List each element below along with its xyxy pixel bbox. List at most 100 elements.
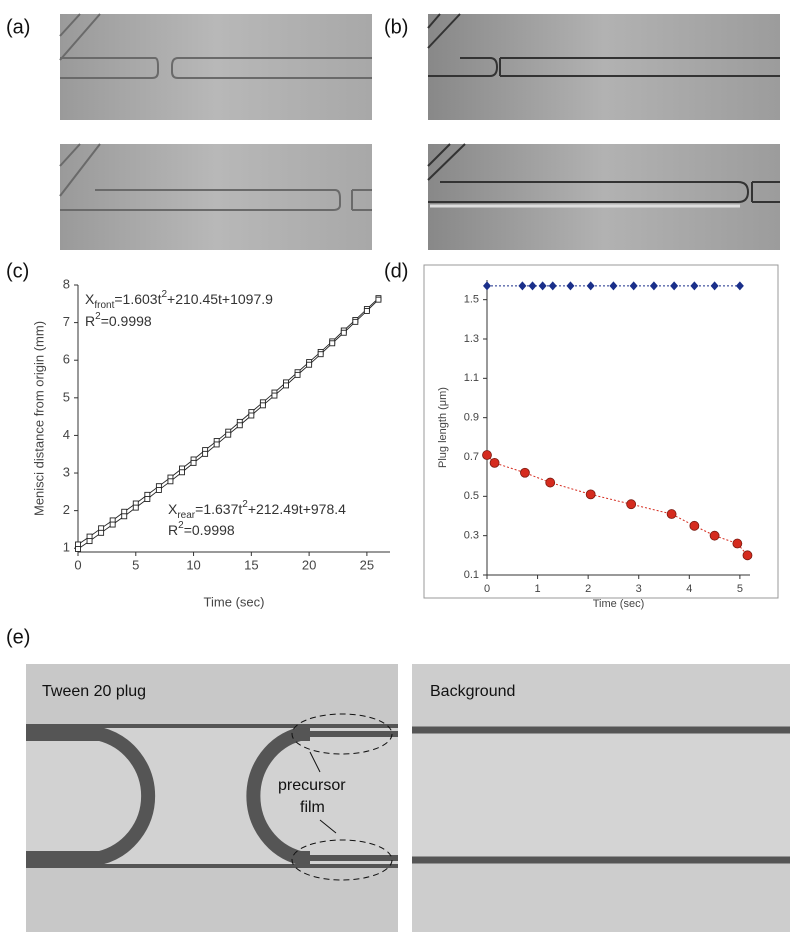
x-tick-label: 15 — [244, 557, 258, 572]
marker — [340, 329, 347, 336]
marker — [670, 281, 679, 291]
marker — [375, 296, 382, 303]
marker — [742, 550, 753, 561]
marker — [363, 307, 370, 314]
x-tick-label: 0 — [74, 557, 81, 572]
y-tick-label: 0.9 — [464, 412, 479, 424]
marker — [709, 530, 720, 541]
equation-part: 2 — [178, 520, 184, 531]
marker — [649, 281, 658, 291]
equation: Xrear=1.637t2+212.49t+978.4 — [168, 499, 346, 521]
equation-part: =0.9998 — [184, 522, 235, 538]
equation-part: R — [168, 522, 178, 538]
marker — [548, 281, 557, 291]
x-tick-label: 3 — [636, 583, 642, 595]
y-axis-title: Menisci distance from origin (mm) — [31, 321, 46, 516]
x-tick-label: 20 — [302, 557, 316, 572]
marker — [109, 521, 116, 528]
micrograph-e-right — [412, 664, 790, 932]
equation-part: 2 — [161, 289, 167, 300]
y-tick-label: 1.1 — [464, 372, 479, 384]
equation: R2=0.9998 — [85, 311, 152, 329]
marker — [225, 431, 232, 438]
y-tick-label: 0.3 — [464, 530, 479, 542]
micrograph-e-left — [26, 664, 398, 932]
marker — [202, 450, 209, 457]
marker — [482, 450, 492, 460]
marker — [483, 281, 491, 291]
y-tick-label: 6 — [63, 352, 70, 367]
y-tick-label: 5 — [63, 389, 70, 404]
y-tick-label: 1.5 — [464, 294, 479, 306]
y-tick-label: 0.1 — [464, 569, 479, 581]
marker — [317, 351, 324, 358]
equation-part: R — [85, 313, 95, 329]
x-tick-label: 4 — [686, 583, 692, 595]
marker — [609, 281, 618, 291]
marker — [190, 459, 197, 466]
panel-label: (e) — [6, 626, 30, 648]
equation-part: X — [85, 291, 95, 307]
equation-part: X — [168, 501, 178, 517]
equation-part: =1.603t — [114, 291, 161, 307]
chart-frame — [423, 264, 779, 599]
marker — [121, 513, 128, 520]
x-tick-label: 1 — [535, 583, 541, 595]
panel-label: (b) — [384, 16, 408, 38]
marker — [528, 281, 537, 291]
marker — [732, 538, 743, 549]
panel-label: (d) — [384, 260, 408, 282]
equation-part: =1.637t — [195, 501, 242, 517]
panel-label: (c) — [6, 260, 29, 282]
marker — [294, 371, 301, 378]
marker — [329, 340, 336, 347]
marker — [179, 469, 185, 476]
marker — [132, 504, 139, 511]
annotation: precursor — [278, 777, 346, 794]
x-tick-label: 10 — [186, 557, 200, 572]
equation-part: +210.45t+1097.9 — [167, 291, 273, 307]
y-tick-label: 0.5 — [464, 490, 479, 502]
x-tick-label: 5 — [737, 583, 743, 595]
equation-part: rear — [177, 510, 195, 521]
marker — [283, 382, 289, 389]
y-tick-label: 8 — [63, 276, 70, 291]
y-tick-label: 7 — [63, 314, 70, 329]
marker — [538, 281, 547, 291]
y-tick-label: 4 — [63, 427, 70, 442]
marker — [629, 281, 638, 291]
equation-part: =0.9998 — [101, 313, 152, 329]
micrograph-title: Tween 20 plug — [42, 683, 146, 700]
y-tick-label: 3 — [63, 464, 70, 479]
marker — [306, 361, 313, 368]
x-axis-title: Time (sec) — [204, 594, 265, 609]
x-axis-title: Time (sec) — [593, 598, 645, 610]
marker — [518, 281, 527, 291]
micrograph-title: Background — [430, 683, 515, 700]
micrograph-b — [427, 13, 780, 250]
marker — [710, 281, 719, 291]
equation-part: 2 — [242, 499, 248, 510]
marker — [566, 281, 575, 291]
annotation: film — [300, 799, 325, 816]
marker — [690, 281, 699, 291]
marker — [735, 281, 744, 291]
marker — [236, 422, 243, 429]
panel-label: (a) — [6, 16, 30, 38]
marker — [545, 477, 556, 488]
y-tick-label: 0.7 — [464, 451, 479, 463]
marker — [86, 538, 93, 545]
marker — [248, 412, 255, 419]
micrograph-a — [59, 13, 372, 250]
x-tick-label: 0 — [484, 583, 490, 595]
marker — [271, 392, 278, 399]
marker — [213, 441, 220, 448]
marker — [167, 478, 174, 485]
marker — [520, 467, 530, 478]
x-tick-label: 5 — [132, 557, 139, 572]
y-tick-label: 2 — [63, 502, 70, 517]
marker — [585, 489, 596, 500]
marker — [144, 496, 151, 502]
x-tick-label: 2 — [585, 583, 591, 595]
